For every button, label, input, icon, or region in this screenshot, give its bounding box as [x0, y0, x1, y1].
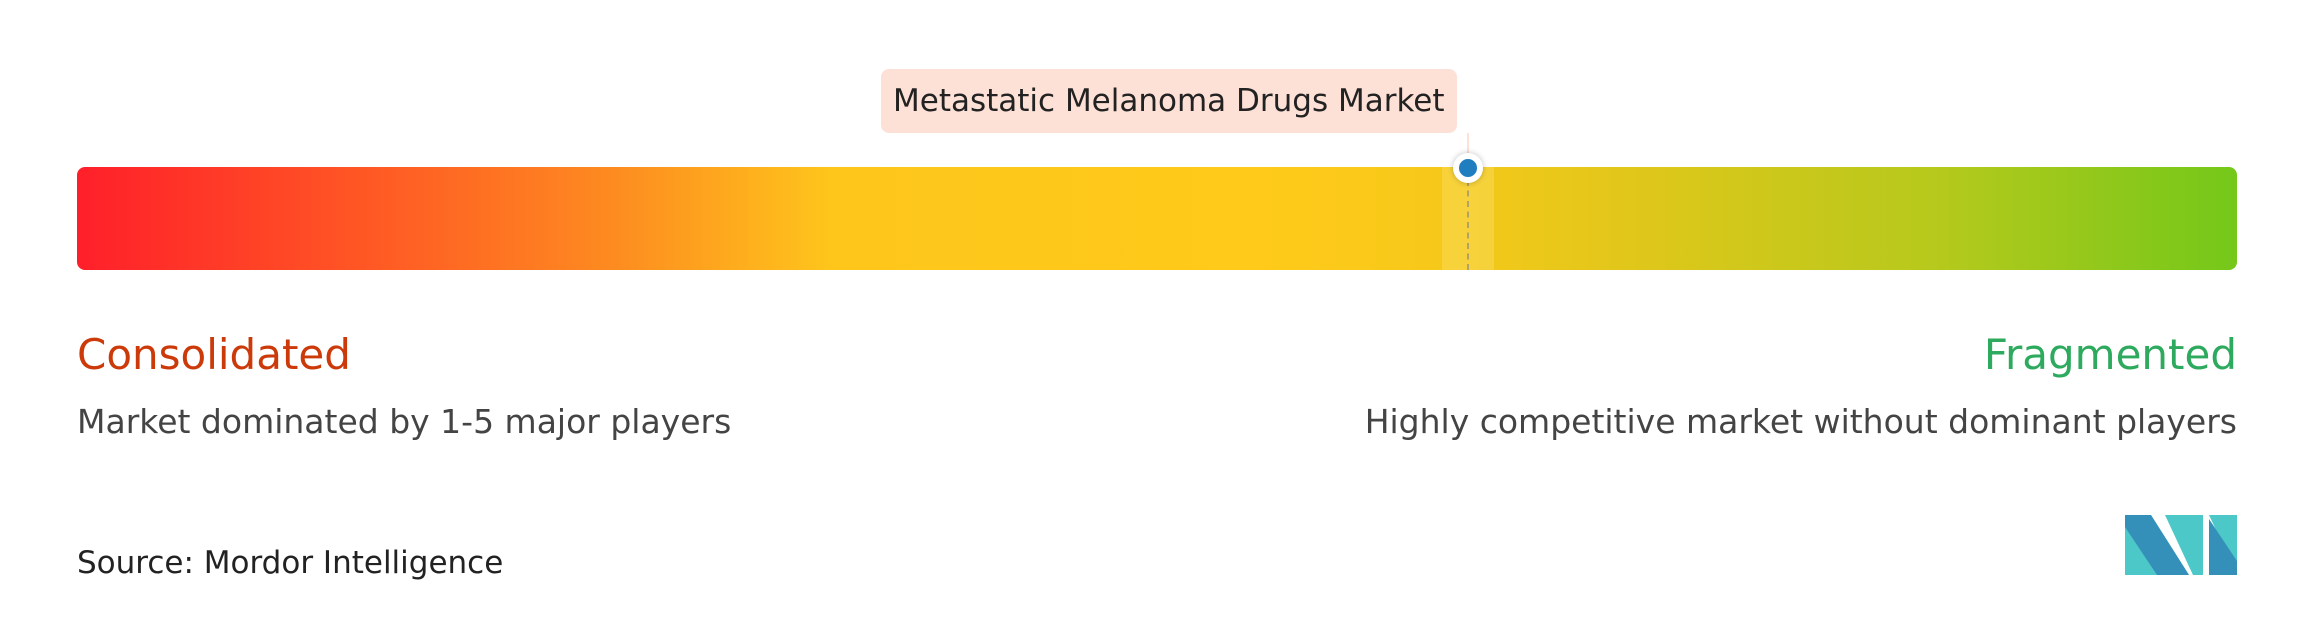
marker-dashed-line: [1467, 180, 1470, 270]
fragmented-label: Fragmented: [1983, 330, 2237, 379]
label-pointer: [1467, 133, 1470, 155]
mordor-intelligence-logo: [2125, 515, 2237, 575]
concentration-gradient-bar: [77, 167, 2237, 270]
consolidated-description: Market dominated by 1-5 major players: [77, 402, 732, 441]
fragmented-description: Highly competitive market without domina…: [1364, 402, 2237, 441]
market-label: Metastatic Melanoma Drugs Market: [881, 69, 1457, 133]
source-text: Source: Mordor Intelligence: [77, 545, 504, 581]
market-position-marker: [1453, 153, 1484, 183]
consolidated-label: Consolidated: [77, 330, 351, 379]
